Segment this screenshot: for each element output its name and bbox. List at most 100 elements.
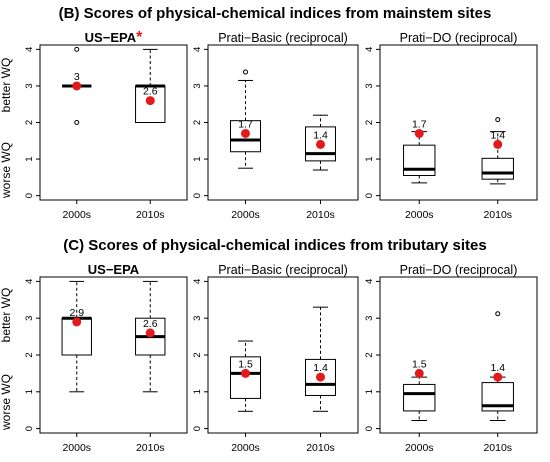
y-tick-label: 1 [24, 389, 35, 394]
y-tick-label: 0 [192, 426, 203, 431]
x-category-label: 2010s [306, 442, 335, 454]
mean-point [241, 368, 250, 378]
panel-0-2: Prati−DO (reciprocal) 0 1 2 3 4 2000s 2010s 1.7 1… [364, 31, 538, 221]
mean-point [72, 81, 82, 91]
y-tick-label: 4 [24, 279, 35, 284]
y-tick-label: 1 [364, 156, 375, 161]
x-category-label: 2000s [405, 442, 434, 454]
y-tick-label: 1 [24, 156, 35, 161]
y-tick-label: 4 [192, 279, 203, 284]
x-category-label: 2000s [62, 442, 91, 454]
mean-label: 1.7 [238, 118, 253, 130]
y-tick-label: 4 [192, 47, 203, 52]
panel-1-1: Prati−Basic (reciprocal) 0 1 2 3 4 2000s 2010s 1… [192, 263, 359, 454]
mean-label: 1.5 [412, 358, 427, 370]
mean-point [316, 139, 325, 149]
mean-point [316, 372, 325, 382]
panel-0-1: Prati−Basic (reciprocal) 0 1 2 3 4 2000s 2010s 1… [192, 31, 359, 221]
panel-0-0: US−EPA* 0 1 2 3 4 2000s 2010s 3 2.6 [24, 29, 188, 221]
panel-title: US−EPA* [85, 29, 143, 46]
outlier-point [74, 120, 80, 125]
box-iqr [481, 382, 514, 412]
y-tick-label: 2 [364, 120, 375, 125]
y-tick-label: 1 [192, 389, 203, 394]
box-iqr [305, 126, 336, 162]
y-tick-label: 3 [192, 83, 203, 88]
x-category-label: 2010s [136, 442, 165, 454]
outlier-point [495, 311, 501, 317]
outlier-point [243, 69, 248, 75]
box-iqr [230, 120, 261, 153]
x-category-label: 2000s [231, 442, 260, 454]
mean-label: 3 [74, 71, 80, 83]
mean-label: 1.4 [490, 129, 505, 141]
y-tick-label: 0 [192, 193, 203, 198]
y-tick-label: 0 [364, 426, 375, 431]
mean-label: 1.7 [412, 118, 427, 130]
box-iqr [305, 358, 336, 396]
outlier-point [74, 46, 80, 52]
mean-point [145, 96, 155, 106]
mean-point [241, 128, 250, 138]
section-title-tributary: (C) Scores of physical-chemical indices … [63, 237, 487, 254]
mean-point [414, 128, 424, 138]
x-category-label: 2000s [405, 209, 434, 221]
x-category-label: 2010s [483, 442, 512, 454]
y-tick-label: 4 [24, 47, 35, 52]
panel-1-2: Prati−DO (reciprocal) 0 1 2 3 4 2000s 2010s 1.5 1… [364, 263, 538, 454]
y-tick-label: 3 [364, 83, 375, 88]
mean-label: 1.4 [490, 362, 505, 374]
panel-title: Prati−Basic (reciprocal) [218, 31, 348, 45]
mean-point [414, 368, 424, 378]
x-category-label: 2010s [483, 209, 512, 221]
mean-point [493, 139, 503, 149]
mean-label: 2.6 [143, 86, 158, 98]
x-category-label: 2010s [136, 209, 165, 221]
mean-label: 2.6 [143, 318, 158, 330]
y-tick-label: 2 [192, 120, 203, 125]
y-tick-label: 0 [24, 426, 35, 431]
box-iqr [403, 144, 436, 177]
y-tick-label: 3 [24, 83, 35, 88]
panel-title: Prati−Basic (reciprocal) [218, 263, 348, 277]
y-tick-label: 3 [24, 316, 35, 321]
ylabel-better-wq: better WQ [0, 288, 13, 343]
y-tick-label: 0 [364, 193, 375, 198]
y-tick-label: 3 [192, 316, 203, 321]
x-category-label: 2010s [306, 209, 335, 221]
panel-title: Prati−DO (reciprocal) [400, 31, 518, 45]
y-tick-label: 2 [364, 352, 375, 357]
section-title-mainstem: (B) Scores of physical-chemical indices … [58, 5, 492, 22]
y-tick-label: 3 [364, 316, 375, 321]
y-tick-label: 1 [192, 156, 203, 161]
y-tick-label: 2 [192, 352, 203, 357]
panel-frame [207, 276, 359, 434]
mean-label: 1.4 [313, 362, 328, 374]
y-tick-label: 1 [364, 389, 375, 394]
box-iqr [403, 383, 436, 412]
mean-point [493, 372, 503, 382]
ylabel-better-wq: better WQ [0, 58, 13, 113]
mean-point [145, 328, 155, 338]
mean-label: 2.9 [69, 307, 84, 319]
box-iqr [230, 356, 261, 399]
panel-title: US−EPA [88, 262, 140, 277]
y-tick-label: 2 [24, 120, 35, 125]
mean-label: 1.5 [238, 358, 253, 370]
outlier-point [495, 117, 501, 123]
y-tick-label: 0 [24, 193, 35, 198]
y-tick-label: 4 [364, 47, 375, 52]
mean-point [72, 317, 82, 327]
panel-1-0: US−EPA 0 1 2 3 4 2000s 2010s 2.9 2.6 [24, 262, 188, 454]
significance-asterisk: * [136, 29, 143, 46]
ylabel-worse-wq: worse WQ [0, 374, 13, 431]
y-tick-label: 4 [364, 279, 375, 284]
x-category-label: 2000s [62, 209, 91, 221]
y-tick-label: 2 [24, 352, 35, 357]
box-iqr [481, 157, 514, 180]
mean-label: 1.4 [313, 129, 328, 141]
panel-title: Prati−DO (reciprocal) [400, 263, 518, 277]
ylabel-worse-wq: worse WQ [0, 142, 13, 199]
x-category-label: 2000s [231, 209, 260, 221]
